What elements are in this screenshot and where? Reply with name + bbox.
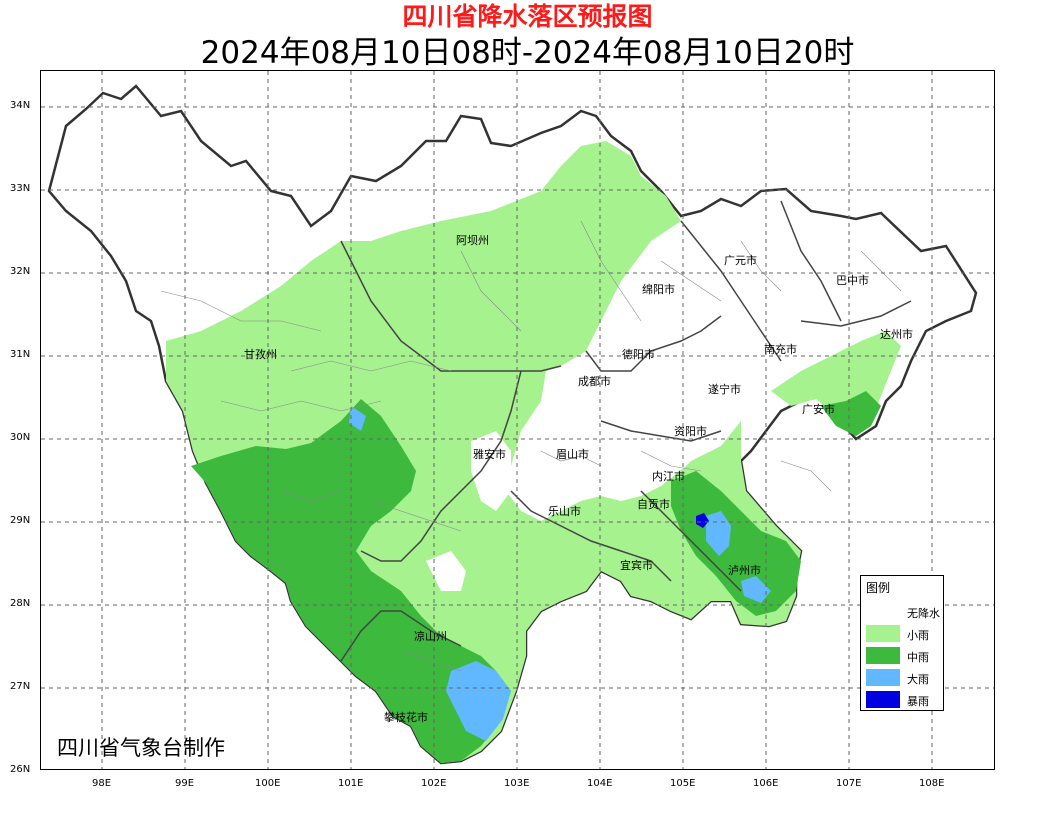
city-label-ganzi: 甘孜州: [244, 348, 277, 361]
city-label-zigong: 自贡市: [637, 498, 670, 511]
lon-label: 104E: [587, 778, 613, 789]
lat-label: 27N: [10, 681, 31, 692]
city-label-luzhou: 泸州市: [728, 564, 761, 577]
lat-label: 34N: [10, 100, 31, 111]
city-label-dazhou: 达州市: [880, 328, 913, 341]
storm-rain-areas: [696, 513, 709, 528]
city-label-nanchong: 南充市: [764, 343, 797, 356]
graticule: [41, 71, 994, 769]
lon-label: 102E: [421, 778, 447, 789]
city-label-mianyang: 绵阳市: [642, 283, 675, 296]
legend-label: 无降水: [907, 607, 940, 620]
lat-label: 33N: [10, 183, 31, 194]
lon-label: 107E: [836, 778, 862, 789]
lon-label: 106E: [753, 778, 779, 789]
map-title: 四川省降水落区预报图: [402, 2, 653, 31]
city-label-neijiang: 内江市: [652, 470, 685, 483]
county-boundaries: [160, 220, 902, 672]
lat-label: 26N: [10, 764, 31, 775]
map-legend: 图例 无降水 小雨 中雨 大雨 暴雨: [860, 575, 944, 711]
credit-text: 四川省气象台制作: [57, 736, 225, 760]
legend-swatch: [866, 669, 900, 686]
city-label-liangshan: 凉山州: [414, 630, 447, 643]
no-rain-sichuan-basin: [519, 361, 741, 511]
heavy-rain-liangshan: [349, 406, 366, 431]
lon-label: 101E: [338, 778, 364, 789]
legend-title: 图例: [866, 581, 891, 595]
legend-item: 中雨: [866, 647, 942, 666]
legend-swatch: [866, 647, 900, 664]
legend-item: 小雨: [866, 625, 942, 644]
heavy-rain-panzhihua: [446, 661, 511, 741]
moderate-rain-areas: [191, 391, 881, 763]
legend-swatch: [866, 625, 900, 642]
moderate-rain-guangan: [821, 391, 881, 436]
legend-item: 大雨: [866, 669, 942, 688]
lon-label: 108E: [919, 778, 945, 789]
city-label-meishan: 眉山市: [556, 448, 589, 461]
legend-item: 暴雨: [866, 691, 942, 710]
heavy-rain-luzhou-south: [741, 576, 771, 603]
no-rain-holes: [426, 361, 741, 591]
city-label-suining: 遂宁市: [708, 383, 741, 396]
forecast-period: 2024年08月10日08时-2024年08月10日20时: [200, 35, 855, 71]
city-label-panzhihua: 攀枝花市: [384, 711, 428, 724]
city-label-leshan: 乐山市: [548, 505, 581, 518]
legend-label: 小雨: [907, 629, 929, 642]
legend-label: 中雨: [907, 651, 929, 664]
legend-swatch: [866, 603, 900, 620]
legend-label: 暴雨: [907, 695, 929, 708]
city-label-deyang: 德阳市: [622, 348, 655, 361]
prefecture-boundaries: [340, 200, 912, 662]
precipitation-map: [41, 71, 994, 769]
city-label-bazhong: 巴中市: [836, 274, 869, 287]
lon-label: 98E: [92, 778, 112, 789]
city-label-guangyuan: 广元市: [724, 254, 757, 267]
lon-label: 100E: [255, 778, 281, 789]
city-label-ziyang: 资阳市: [674, 425, 707, 438]
lon-label: 99E: [175, 778, 195, 789]
city-label-yibin: 宜宾市: [620, 559, 653, 572]
lon-label: 103E: [504, 778, 530, 789]
lat-label: 31N: [10, 349, 31, 360]
no-rain-yaan: [471, 431, 511, 511]
lat-label: 28N: [10, 598, 31, 609]
city-label-aba: 阿坝州: [456, 234, 489, 247]
lat-label: 29N: [10, 515, 31, 526]
map-area: [40, 70, 995, 770]
legend-swatch: [866, 691, 900, 708]
moderate-rain-ganzi-liangshan: [191, 399, 511, 763]
city-label-chengdu: 成都市: [578, 375, 611, 388]
legend-label: 大雨: [907, 673, 929, 686]
city-label-yaan: 雅安市: [473, 448, 506, 461]
legend-item: 无降水: [866, 603, 942, 622]
lat-label: 30N: [10, 432, 31, 443]
no-rain-south: [426, 551, 466, 591]
lon-label: 105E: [670, 778, 696, 789]
storm-rain-luzhou: [696, 513, 709, 528]
city-label-guangan: 广安市: [802, 403, 835, 416]
lat-label: 32N: [10, 266, 31, 277]
moderate-rain-yibin-luzhou: [671, 471, 801, 616]
